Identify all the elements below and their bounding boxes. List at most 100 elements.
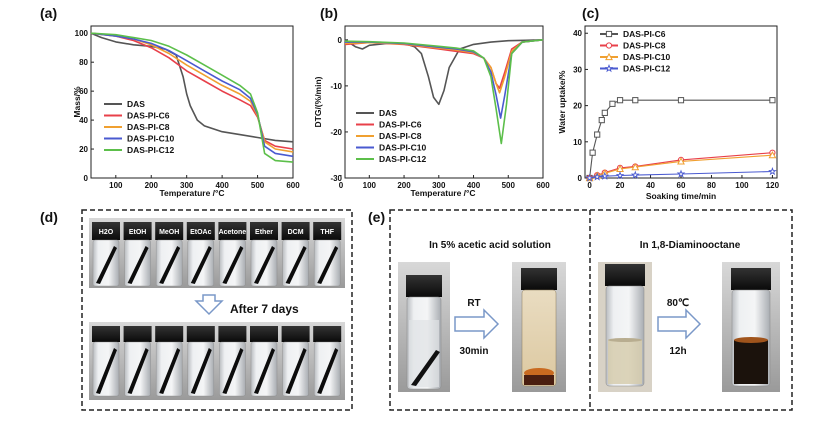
xtick-label: 120: [766, 181, 780, 190]
legend-label: DAS-PI-C6: [127, 111, 170, 121]
vial-cap: [313, 326, 342, 342]
vial-cap: [155, 222, 184, 240]
panel-a-label: (a): [40, 5, 57, 21]
panel-b: (b) 0 -10 -20 -30 0 100 200 300 400 500 600 DTG/(…: [313, 5, 550, 198]
xtick-label: 400: [467, 181, 481, 190]
legend-label: DAS-PI-C8: [623, 41, 666, 51]
black-film: [222, 246, 244, 284]
data-point: [592, 172, 602, 181]
legend-label: DAS-PI-C8: [127, 122, 170, 132]
panel-d-box: [81, 209, 353, 411]
data-point: [609, 100, 616, 107]
vial-diamine-after: [722, 262, 780, 392]
vial-cap: [281, 326, 310, 342]
ytick-label: -30: [330, 174, 342, 183]
ytick-label: 30: [573, 65, 582, 74]
panel-a-series: [90, 32, 294, 163]
ytick-label: 20: [573, 102, 582, 111]
panel-e: (e) In 5% acetic acid solution In 1,8-Di…: [368, 209, 793, 411]
vial-cap: [92, 222, 120, 240]
legend-label: DAS-PI-C6: [623, 29, 666, 39]
vial-cap: [250, 326, 278, 342]
legend-label: DAS-PI-C10: [623, 52, 671, 62]
legend-label: DAS-PI-C12: [127, 145, 175, 155]
xtick-label: 500: [251, 181, 265, 190]
data-point: [594, 131, 601, 138]
legend-marker: [604, 64, 614, 73]
xtick-label: 200: [145, 181, 159, 190]
ytick-label: -20: [330, 128, 342, 137]
panel-c-series: [585, 97, 777, 182]
data-point: [630, 170, 640, 179]
solvent-label: DCM: [288, 229, 304, 236]
data-point: [769, 97, 776, 104]
data-point: [632, 97, 639, 104]
solvent-label: EtOAc: [190, 229, 212, 236]
xtick-label: 600: [286, 181, 300, 190]
vial-cap: [186, 222, 215, 240]
data-point: [677, 97, 685, 104]
xtick-label: 400: [215, 181, 229, 190]
data-point: [589, 149, 596, 156]
panel-e-box: [389, 209, 793, 411]
acetic-condition-top: RT: [467, 298, 480, 309]
series-line-das-pi-c6: [589, 99, 773, 179]
series-line-das: [90, 32, 294, 143]
xtick-label: 300: [180, 181, 194, 190]
xtick-label: 40: [646, 181, 655, 190]
right-arrow-icon-right: [657, 308, 702, 340]
data-point: [615, 170, 625, 180]
black-film: [254, 348, 275, 394]
vial-cap: [218, 222, 247, 240]
vial-cap: [155, 326, 184, 342]
data-point: [598, 116, 605, 124]
panel-b-series: [344, 39, 544, 145]
down-arrow-icon: [194, 294, 224, 316]
data-point: [585, 173, 594, 182]
diaminooctane-title: In 1,8-Diaminooctane: [640, 240, 741, 251]
data-point: [600, 171, 610, 180]
vial-diamine-before: [598, 262, 652, 392]
panel-a-ylabel: Mass/%: [72, 86, 82, 118]
panel-c-yticks: 0 10 20 30 40: [573, 29, 588, 183]
black-film: [190, 348, 212, 394]
vial-acetic-after: [512, 262, 566, 392]
panel-a: (a) 0 20 40 60 80 100 100 200 300 400 500 600 Mass…: [40, 5, 300, 198]
panel-a-frame: [90, 25, 294, 179]
black-film: [127, 246, 149, 284]
panel-c-ylabel: Water uptake/%: [557, 70, 567, 133]
black-film: [159, 246, 181, 284]
panel-b-label: (b): [320, 5, 338, 21]
legend-label: DAS: [127, 99, 145, 109]
panel-a-yticks: 0 20 40 60 80 100: [75, 29, 94, 183]
panel-d-label: (d): [40, 209, 58, 225]
black-film: [96, 348, 117, 394]
legend-label: DAS-PI-C12: [623, 64, 671, 74]
panel-d: (d) H2O EtOH MeOH EtOAc Acetone Ether DCM THF A…: [40, 209, 353, 411]
legend-label: DAS-PI-C10: [127, 134, 175, 144]
panel-c-xlabel: Soaking time/min: [646, 191, 716, 201]
vial-cap: [186, 326, 215, 342]
ytick-label: 10: [573, 138, 582, 147]
solvent-label: Ether: [255, 229, 273, 236]
black-film: [190, 246, 212, 284]
legend-label: DAS-PI-C12: [379, 154, 427, 164]
right-arrow-icon-left: [454, 308, 500, 340]
series-line-das-pi-c12: [344, 39, 544, 145]
legend-marker: [605, 42, 613, 49]
series-line-das-pi-c6: [90, 32, 294, 150]
legend-label: DAS: [379, 108, 397, 118]
panel-b-ylabel: DTG/(%/min): [313, 76, 323, 127]
diamine-condition-top: 80℃: [667, 298, 689, 309]
data-point: [601, 109, 608, 116]
vial-cap: [123, 326, 152, 342]
panel-e-label: (e): [368, 209, 385, 225]
legend-label: DAS-PI-C6: [379, 120, 422, 130]
ytick-label: 0: [84, 174, 89, 183]
vials-after-row: [89, 322, 345, 400]
series-line-das-pi-c10: [90, 32, 294, 158]
solvent-label: EtOH: [129, 229, 147, 236]
acetic-acid-title: In 5% acetic acid solution: [429, 240, 551, 251]
